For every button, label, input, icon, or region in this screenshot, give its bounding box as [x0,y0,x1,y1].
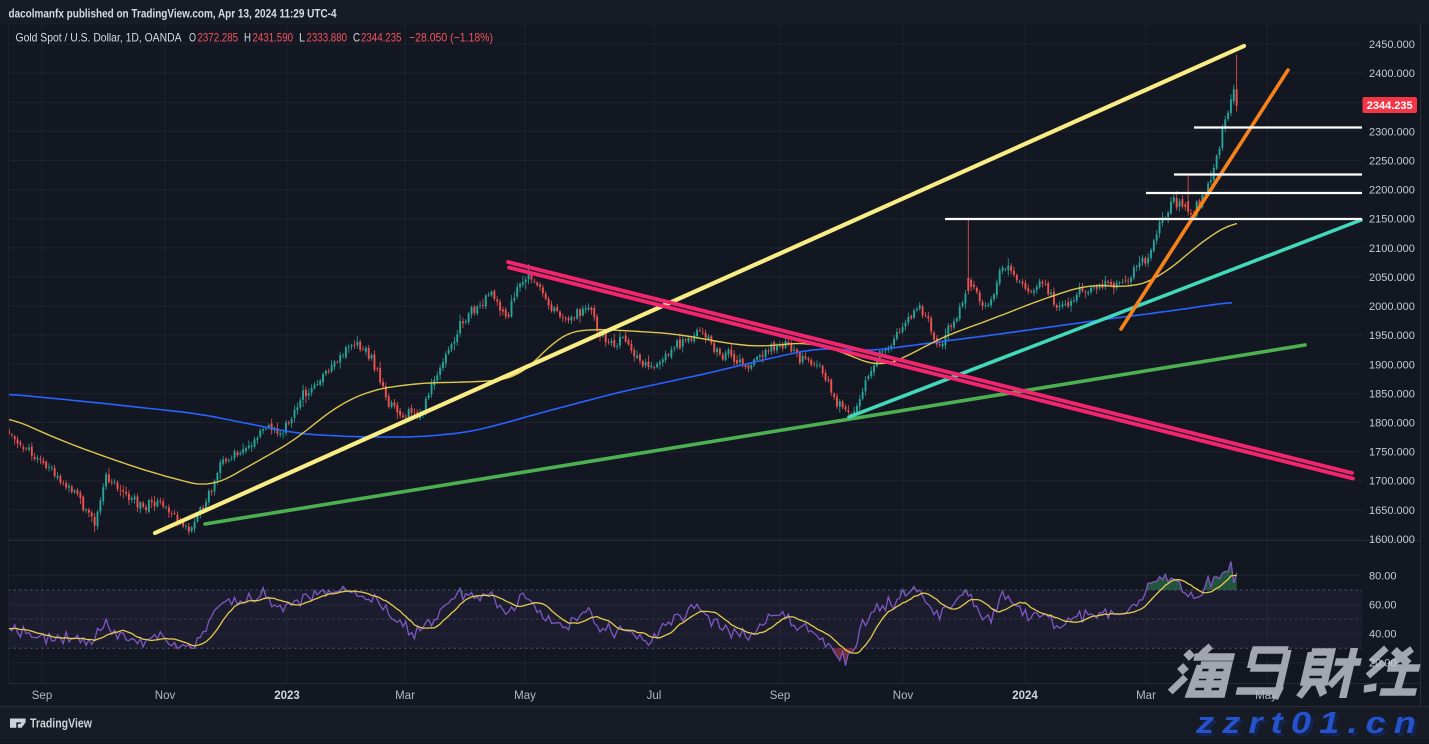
svg-text:1750.000: 1750.000 [1369,447,1415,459]
svg-text:Gold Spot / U.S. Dollar, 1D, O: Gold Spot / U.S. Dollar, 1D, OANDA [16,31,182,45]
svg-text:60.00: 60.00 [1369,600,1397,612]
svg-text:2431.590: 2431.590 [253,31,294,45]
svg-text:80.00: 80.00 [1369,570,1397,582]
svg-text:Sep: Sep [770,690,790,702]
svg-text:1700.000: 1700.000 [1369,476,1415,488]
svg-text:1650.000: 1650.000 [1369,505,1415,517]
svg-text:zzrt01.cn: zzrt01.cn [1195,705,1424,739]
svg-text:TradingView: TradingView [30,717,92,731]
svg-text:Nov: Nov [155,690,176,702]
svg-text:Nov: Nov [893,690,914,702]
svg-text:2372.285: 2372.285 [198,31,239,45]
svg-text:1900.000: 1900.000 [1369,359,1415,371]
svg-text:2000.000: 2000.000 [1369,301,1415,313]
svg-text:Mar: Mar [395,690,415,702]
svg-text:1600.000: 1600.000 [1369,534,1415,546]
svg-text:1800.000: 1800.000 [1369,418,1415,430]
svg-text:40.00: 40.00 [1369,629,1397,641]
svg-text:−28.050 (−1.18%): −28.050 (−1.18%) [409,31,493,45]
svg-text:C: C [353,31,360,45]
svg-text:zzrt01.cn: zzrt01.cn [1198,708,1427,739]
svg-text:1850.000: 1850.000 [1369,388,1415,400]
svg-text:Jul: Jul [647,690,662,702]
svg-text:2300.000: 2300.000 [1369,126,1415,138]
svg-text:2150.000: 2150.000 [1369,214,1415,226]
svg-text:2200.000: 2200.000 [1369,185,1415,197]
svg-text:2023: 2023 [274,690,300,702]
svg-text:H: H [244,31,251,45]
svg-text:Sep: Sep [32,690,52,702]
svg-text:2400.000: 2400.000 [1369,68,1415,80]
svg-text:1950.000: 1950.000 [1369,330,1415,342]
svg-text:2344.235: 2344.235 [361,31,402,45]
svg-text:2333.880: 2333.880 [307,31,348,45]
svg-text:Mar: Mar [1136,690,1156,702]
svg-text:2100.000: 2100.000 [1369,243,1415,255]
svg-text:L: L [299,31,305,45]
svg-text:dacolmanfx published on Tradin: dacolmanfx published on TradingView.com,… [9,7,337,21]
svg-text:2450.000: 2450.000 [1369,39,1415,51]
svg-text:May: May [514,690,536,702]
svg-text:2250.000: 2250.000 [1369,156,1415,168]
svg-text:2344.235: 2344.235 [1367,100,1413,112]
svg-text:2024: 2024 [1012,690,1038,702]
svg-text:O: O [189,31,196,45]
svg-text:2050.000: 2050.000 [1369,272,1415,284]
svg-text:May: May [1255,690,1277,702]
svg-text:20.00: 20.00 [1369,658,1397,670]
